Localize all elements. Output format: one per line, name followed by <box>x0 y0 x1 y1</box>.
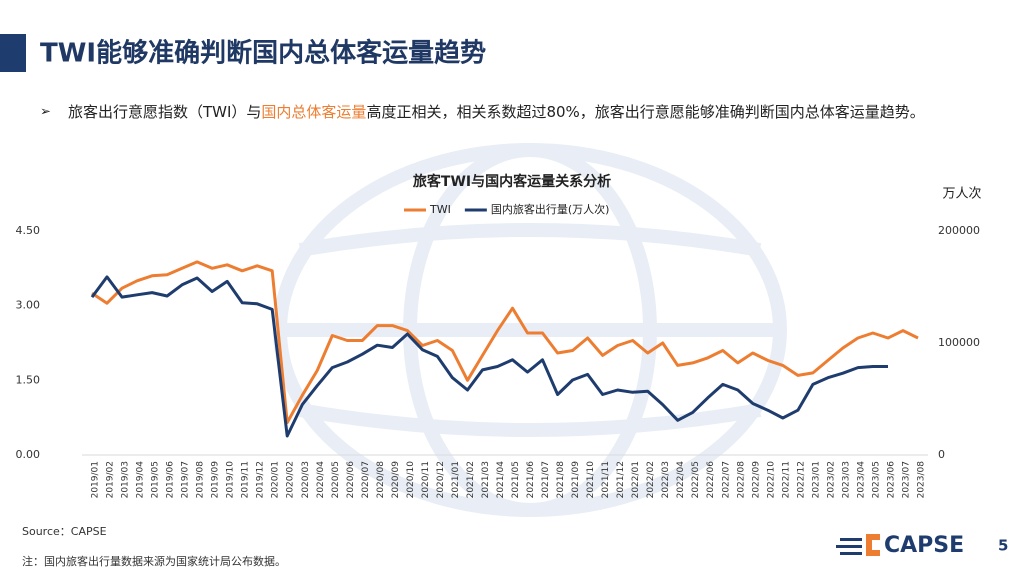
bullet-text: 旅客出行意愿指数（TWI）与国内总体客运量高度正相关，相关系数超过80%，旅客出… <box>68 96 958 128</box>
x-tick-label: 2020/12 <box>436 461 446 498</box>
x-tick-label: 2019/02 <box>106 461 116 498</box>
x-tick-label: 2023/01 <box>811 461 821 498</box>
y-tick-label: 1.50 <box>16 373 41 386</box>
bullet-part: 旅客出行意愿指数（TWI）与 <box>68 103 262 121</box>
logo-text: CAPSE <box>884 533 964 558</box>
x-tick-label: 2019/10 <box>226 461 236 499</box>
logo-icon <box>836 534 880 556</box>
legend-label: 国内旅客出行量(万人次) <box>491 202 610 216</box>
x-tick-label: 2020/03 <box>301 461 311 498</box>
title-bar <box>0 34 26 72</box>
x-tick-label: 2023/07 <box>901 461 911 498</box>
x-tick-label: 2019/06 <box>166 461 176 499</box>
series-line <box>91 260 919 425</box>
x-tick-label: 2021/08 <box>556 461 566 499</box>
bullet-marker: ➢ <box>40 105 51 120</box>
x-tick-label: 2020/08 <box>376 461 386 499</box>
x-tick-label: 2020/06 <box>346 461 356 499</box>
x-tick-label: 2022/05 <box>691 461 701 498</box>
x-tick-label: 2019/08 <box>196 461 206 499</box>
x-tick-label: 2023/02 <box>826 461 836 498</box>
y-tick-label: 3.00 <box>16 299 41 312</box>
x-tick-label: 2022/08 <box>736 461 746 499</box>
y2-tick-label: 0 <box>938 448 945 461</box>
x-tick-label: 2019/07 <box>181 461 191 498</box>
x-tick-label: 2021/04 <box>496 461 506 499</box>
x-tick-label: 2020/02 <box>286 461 296 498</box>
y2-tick-label: 200000 <box>938 224 980 237</box>
x-tick-label: 2023/08 <box>917 461 927 499</box>
x-tick-label: 2022/06 <box>706 461 716 499</box>
x-tick-label: 2022/03 <box>661 461 671 498</box>
x-tick-label: 2022/11 <box>781 461 791 498</box>
bullet-part: 高度正相关，相关系数超过80%，旅客出行意愿能够准确判断国内总体客运量趋势。 <box>366 103 925 121</box>
chart-title: 旅客TWI与国内客运量关系分析 <box>413 173 611 190</box>
y2-axis-label: 万人次 <box>942 186 981 202</box>
x-tick-label: 2023/04 <box>856 461 866 499</box>
x-tick-label: 2020/10 <box>406 461 416 499</box>
x-tick-label: 2020/04 <box>316 461 326 499</box>
x-tick-label: 2022/01 <box>631 461 641 498</box>
x-tick-label: 2020/09 <box>391 461 401 499</box>
legend-label: TWI <box>429 203 451 216</box>
x-tick-label: 2021/12 <box>616 461 626 498</box>
x-tick-label: 2021/01 <box>451 461 461 498</box>
x-tick-label: 2020/07 <box>361 461 371 498</box>
x-tick-label: 2019/05 <box>151 461 161 498</box>
x-tick-label: 2021/10 <box>586 461 596 499</box>
series-line <box>90 275 888 438</box>
x-tick-label: 2019/12 <box>256 461 266 498</box>
x-tick-label: 2019/03 <box>121 461 131 498</box>
page-number: 5 <box>998 537 1008 555</box>
x-tick-label: 2022/07 <box>721 461 731 498</box>
x-tick-label: 2022/04 <box>676 461 686 499</box>
x-tick-label: 2021/03 <box>481 461 491 498</box>
x-tick-label: 2022/09 <box>751 461 761 499</box>
x-tick-label: 2020/05 <box>331 461 341 498</box>
x-tick-label: 2021/11 <box>601 461 611 498</box>
footnote: 注：国内旅客出行量数据来源为国家统计局公布数据。 <box>22 554 286 568</box>
x-tick-label: 2019/09 <box>211 461 221 499</box>
x-tick-label: 2021/05 <box>511 461 521 498</box>
y2-tick-label: 100000 <box>938 336 980 349</box>
x-tick-label: 2023/03 <box>841 461 851 498</box>
bullet-highlight: 国内总体客运量 <box>261 103 367 121</box>
x-tick-label: 2019/04 <box>136 461 146 499</box>
x-tick-label: 2021/06 <box>526 461 536 499</box>
slide-title: TWI能够准确判断国内总体客运量趋势 <box>40 38 486 69</box>
x-tick-label: 2023/05 <box>871 461 881 498</box>
x-tick-label: 2022/10 <box>766 461 776 499</box>
x-tick-label: 2022/12 <box>796 461 806 498</box>
x-tick-label: 2020/01 <box>271 461 281 498</box>
source: Source：CAPSE <box>22 525 107 538</box>
y-tick-label: 0.00 <box>16 448 41 461</box>
watermark <box>273 143 787 517</box>
x-tick-label: 2019/11 <box>241 461 251 498</box>
x-tick-label: 2021/07 <box>541 461 551 498</box>
x-tick-label: 2021/02 <box>466 461 476 498</box>
x-tick-label: 2021/09 <box>571 461 581 499</box>
x-tick-label: 2019/01 <box>91 461 101 498</box>
y-tick-label: 4.50 <box>16 224 41 237</box>
x-tick-label: 2022/02 <box>646 461 656 498</box>
x-tick-label: 2020/11 <box>421 461 431 498</box>
x-tick-label: 2023/06 <box>886 461 896 499</box>
